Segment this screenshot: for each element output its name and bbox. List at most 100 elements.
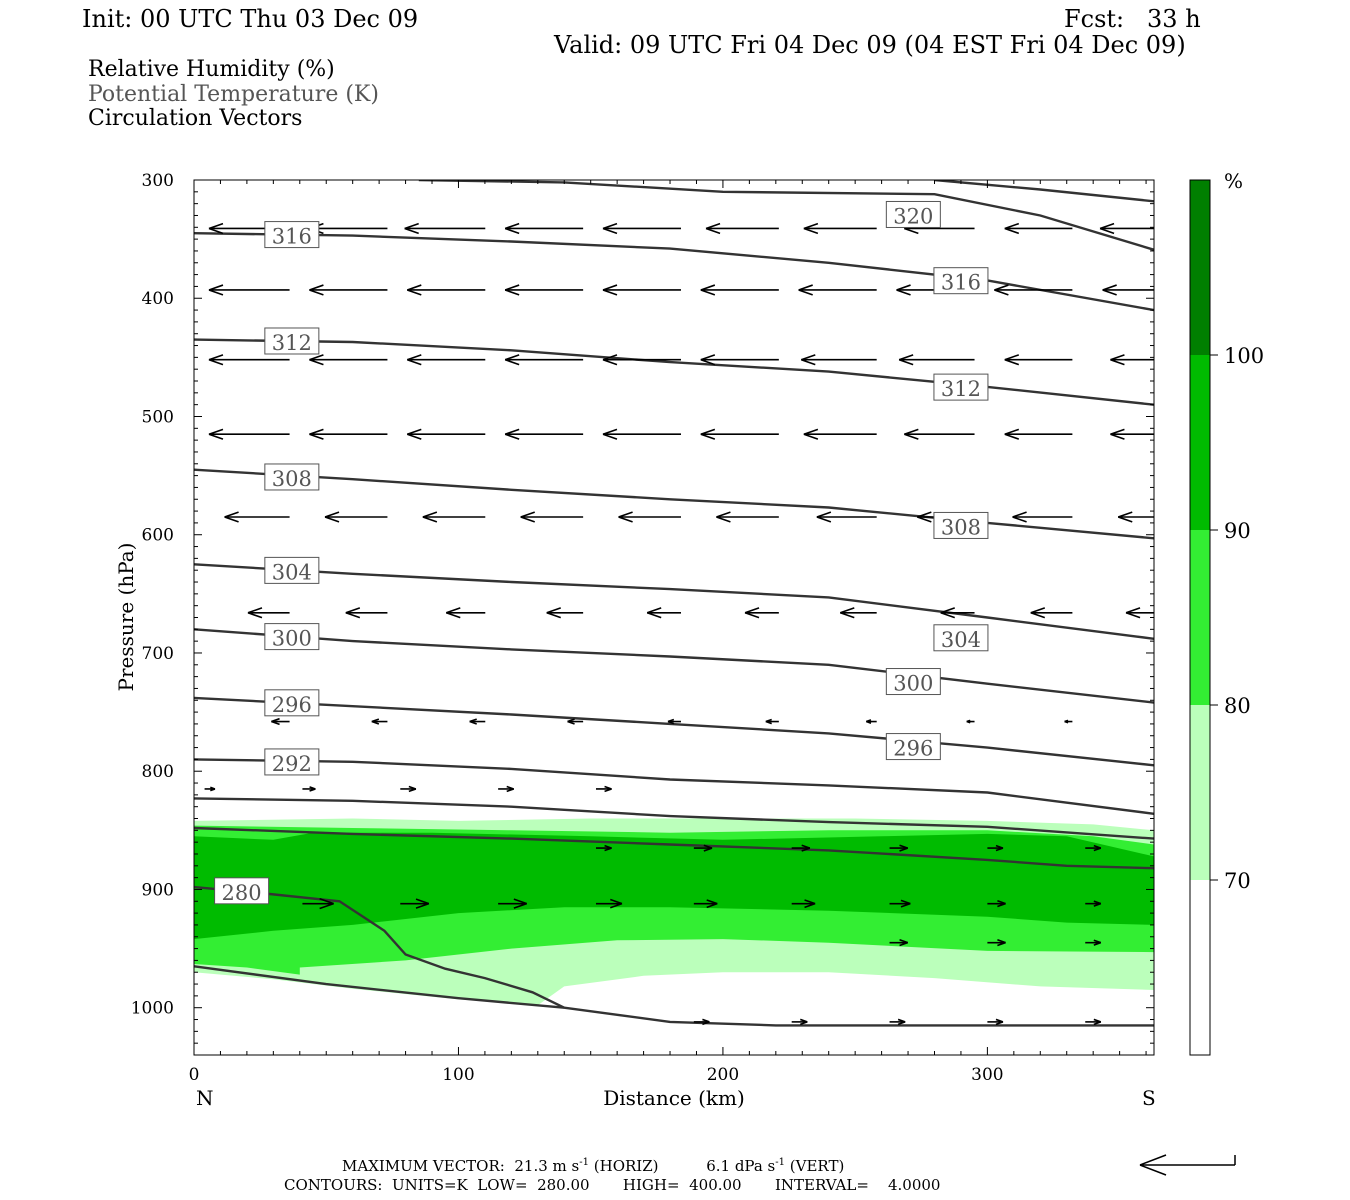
wind-vector-head [271,717,280,723]
wind-vector [1125,607,1154,619]
wind-vector [1004,354,1073,366]
wind-vector-head [1030,612,1046,619]
wind-vector [716,511,779,523]
wind-vector-head [1004,227,1020,235]
wind-vector-head [602,428,618,435]
wind-vector-head [224,511,239,518]
wind-vector-head [602,358,618,366]
wind-vector-head [705,227,721,235]
wind-vector-head [940,607,956,614]
wind-vector [602,284,681,296]
wind-vector [1110,428,1154,440]
theta-contour-284 [194,965,1154,1027]
wind-vector-head [800,1021,808,1026]
wind-vector-head [700,289,716,296]
contour-label-296: 296 [885,733,941,761]
wind-vector-head [1102,284,1117,291]
wind-vector-head [567,720,575,725]
y-tick-label: 300 [142,171,174,191]
wind-vector [791,844,811,852]
theta-contour-304 [194,563,1154,640]
wind-vector [302,786,316,792]
wind-vector-head [801,847,811,852]
wind-vector [705,222,779,235]
contour-label-text: 308 [941,515,981,539]
wind-vector-head [504,428,520,435]
wind-vector-head [504,222,520,230]
theta-contour-312 [194,338,1154,406]
wind-vector [1102,284,1154,296]
contour-label-box [264,748,320,776]
wind-vector [546,607,584,619]
contour-label-box [264,556,320,584]
wind-vector-head [345,607,361,614]
wind-vector-head [520,511,535,518]
wind-vector [498,785,514,793]
wind-vector-head [646,612,662,619]
wind-vector [700,428,779,440]
wind-vector-head [407,354,422,361]
wind-vector-head [994,284,1009,291]
contour-label-box [264,623,320,651]
wind-vector-head [371,720,380,725]
y-tick-label: 400 [142,289,174,309]
contour-label-box [933,267,989,295]
y-tick-label: 600 [142,526,174,546]
wind-vector [302,897,334,910]
wind-vector-head [271,720,280,726]
wind-vector [693,844,713,852]
wind-vector-head [840,612,855,619]
wind-vector [208,284,290,296]
wind-vector-head [208,433,224,440]
wind-vector-head [309,433,324,440]
contour-label-text: 304 [941,628,981,652]
wind-vector-head [1093,1021,1102,1026]
contour-label-text: 280 [222,881,262,905]
wind-vector-head [404,227,419,235]
wind-vector-head [1004,354,1020,361]
wind-vector-head [446,612,461,619]
wind-vector-head [744,607,760,614]
theta-contour-290 [194,797,1154,840]
wind-vector-head [504,289,520,296]
wind-vector [1085,900,1102,907]
wind-vector-head [415,898,430,905]
wind-vector-head [208,222,224,230]
wind-vector-head [309,354,324,361]
wind-vector [407,354,486,366]
wind-vector-head [208,227,224,235]
wind-vector-head [247,612,263,619]
wind-vector [504,428,584,440]
wind-vector [345,607,388,619]
y-tick-label: 800 [142,762,174,782]
colorbar-segment [1190,880,1210,1055]
theta-contour-316 [194,232,1154,312]
wind-vector [889,844,909,852]
colorbar-label: 90 [1224,519,1251,543]
wind-vector-head [1117,511,1133,518]
wind-vector-head [1162,720,1166,721]
wind-vector [840,607,877,619]
wind-vector-head [804,902,816,909]
wind-vector [1064,719,1073,724]
wind-vector [309,284,388,296]
y-tick-label: 500 [142,407,174,427]
contour-label-box [933,373,989,401]
wind-vector [469,718,486,725]
wind-vector [400,785,417,793]
wind-vector [987,939,1006,947]
max-horiz-exponent: -1 [579,1157,589,1168]
max-vert-exponent: -1 [775,1157,786,1168]
wind-vector [602,354,681,366]
wind-vector [889,1018,906,1026]
wind-vector-head [900,902,911,908]
wind-vector-head [866,720,872,724]
wind-vector-head [309,428,324,435]
wind-vector-head [703,847,713,852]
contour-label-312: 312 [933,373,989,401]
wind-vector-head [247,607,263,614]
wind-vector [700,354,779,366]
wind-vector-head [896,284,911,291]
wind-vector [271,717,290,726]
wind-vector [1162,720,1170,722]
